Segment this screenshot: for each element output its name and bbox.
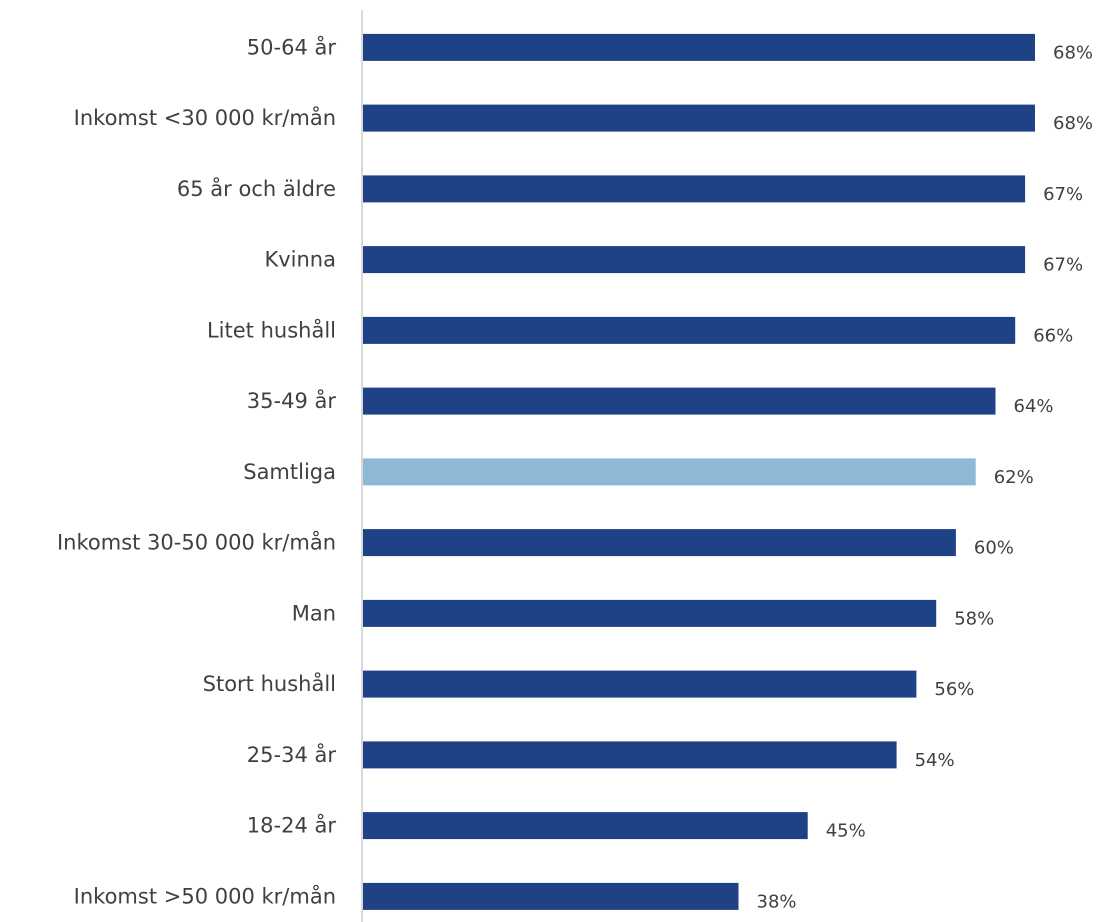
bar-1 xyxy=(363,104,1035,132)
bar-7 xyxy=(363,529,956,557)
category-label: Inkomst 30-50 000 kr/mån xyxy=(57,530,336,555)
bar-8 xyxy=(363,599,937,627)
value-label: 58% xyxy=(954,608,994,629)
bar-2 xyxy=(363,175,1026,203)
value-label: 68% xyxy=(1053,42,1093,63)
bar-4 xyxy=(363,316,1016,344)
category-label: Litet hushåll xyxy=(207,317,336,342)
value-label: 64% xyxy=(1014,396,1054,417)
bars-layer: 50-64 år 68% Inkomst <30 000 kr/mån 68% 65 å… xyxy=(57,33,1093,912)
value-label: 54% xyxy=(915,750,955,771)
value-label: 60% xyxy=(974,538,1014,559)
bar-3 xyxy=(363,246,1026,274)
value-label: 66% xyxy=(1033,325,1073,346)
value-label: 45% xyxy=(826,821,866,842)
category-label: Stort hushåll xyxy=(203,671,336,696)
value-label: 56% xyxy=(934,679,974,700)
bar-0 xyxy=(363,33,1035,61)
value-label: 38% xyxy=(757,891,797,912)
value-label: 67% xyxy=(1043,184,1083,205)
category-label: Kvinna xyxy=(264,248,336,272)
category-label: 50-64 år xyxy=(247,34,337,59)
category-label: 65 år och äldre xyxy=(177,176,336,201)
category-label: Inkomst <30 000 kr/mån xyxy=(74,105,336,130)
value-label: 62% xyxy=(994,467,1034,488)
value-label: 67% xyxy=(1043,255,1083,276)
category-label: 18-24 år xyxy=(247,813,337,838)
value-label: 68% xyxy=(1053,113,1093,134)
category-label: Samtliga xyxy=(243,460,336,484)
category-label: 25-34 år xyxy=(247,742,337,767)
category-label: Man xyxy=(292,601,336,625)
bar-11 xyxy=(363,812,808,840)
category-label: Inkomst >50 000 kr/mån xyxy=(74,883,336,908)
bar-9 xyxy=(363,670,917,698)
bar-10 xyxy=(363,741,897,769)
bar-6 xyxy=(363,458,976,486)
bar-5 xyxy=(363,387,996,415)
category-label: 35-49 år xyxy=(247,388,337,413)
bar-12 xyxy=(363,882,739,910)
